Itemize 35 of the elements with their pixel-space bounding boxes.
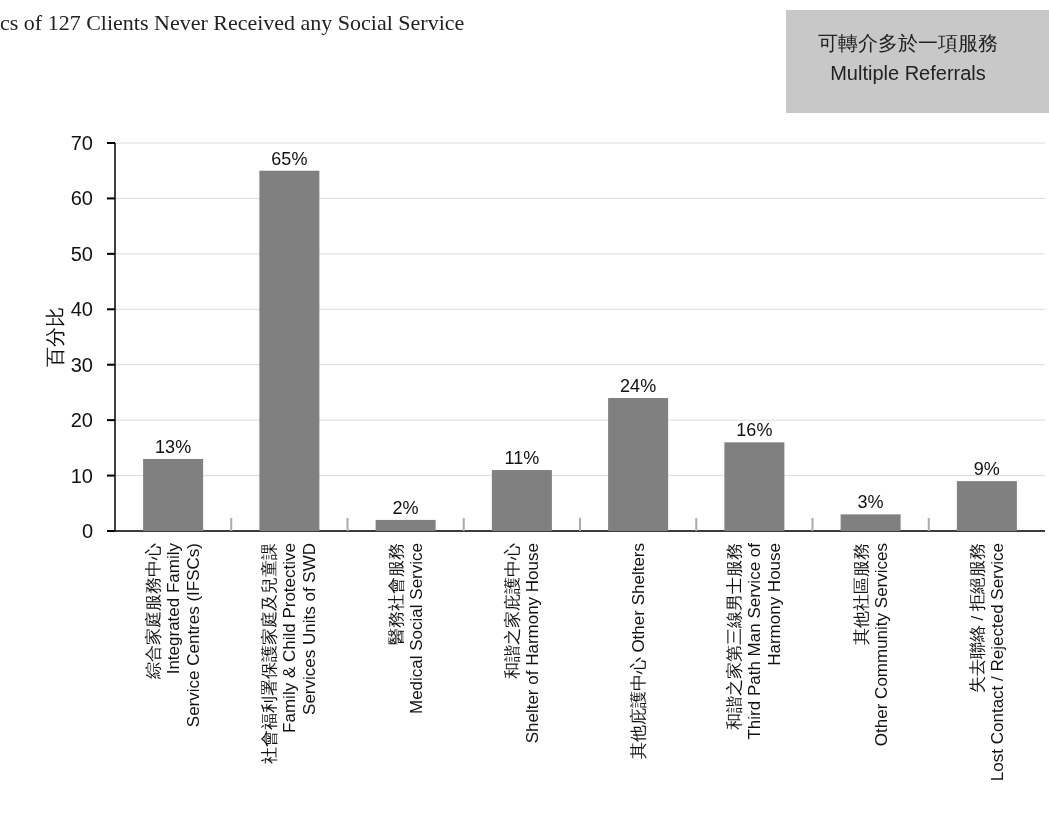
y-tick-label: 50 bbox=[70, 242, 93, 265]
data-label: 13% bbox=[155, 436, 192, 457]
data-label: 11% bbox=[504, 448, 540, 469]
y-tick-label: 40 bbox=[70, 298, 93, 321]
data-label: 24% bbox=[620, 375, 657, 396]
y-tick-label: 0 bbox=[81, 520, 93, 542]
data-label: 9% bbox=[973, 459, 1000, 480]
bar bbox=[259, 170, 320, 531]
x-tick-label: 失去聯絡 / 拒絕服務 Lost Contact / Rejected Service bbox=[967, 543, 1007, 782]
bar bbox=[375, 519, 436, 531]
data-label: 2% bbox=[392, 497, 419, 518]
bar bbox=[608, 397, 669, 531]
x-tick-label: 和諧之家庇護中心 Shelter of Harmony House bbox=[502, 543, 542, 744]
y-tick-label: 10 bbox=[70, 464, 93, 487]
bar bbox=[724, 442, 785, 531]
y-tick-label: 60 bbox=[70, 187, 93, 210]
y-tick-label: 30 bbox=[70, 353, 93, 376]
chart-title: cs of 127 Clients Never Received any Social Service bbox=[0, 10, 465, 35]
x-tick-label: 醫務社會服務 Medical Social Service bbox=[386, 543, 426, 715]
x-tick-label: 其他社區服務 Other Community Services bbox=[851, 543, 891, 747]
data-label: 65% bbox=[271, 148, 308, 169]
y-tick-label: 20 bbox=[70, 409, 93, 432]
y-axis-title: 百分比 bbox=[44, 307, 66, 367]
bar bbox=[840, 514, 901, 531]
x-tick-label: 社會福利署保護家庭及兒童課 Family & Child Protective Services Units of SWD bbox=[260, 543, 320, 764]
x-tick-label: 和諧之家第三線男士服務 Third Path Man Service of Harmony House bbox=[725, 542, 785, 740]
text: 可轉介多於一項服務 Multiple Referrals bbox=[818, 32, 998, 84]
y-tick-label: 70 bbox=[70, 132, 93, 154]
bar bbox=[956, 481, 1017, 531]
x-tick-label: 其他庇護中心 Other Shelters bbox=[629, 543, 649, 760]
data-label: 16% bbox=[736, 420, 773, 441]
bar bbox=[143, 458, 204, 531]
data-label: 3% bbox=[857, 492, 884, 513]
bar bbox=[491, 470, 552, 531]
x-tick-label: 綜合家庭服務中心 Integrated Family Service Centres (IFSCs) bbox=[144, 542, 204, 728]
